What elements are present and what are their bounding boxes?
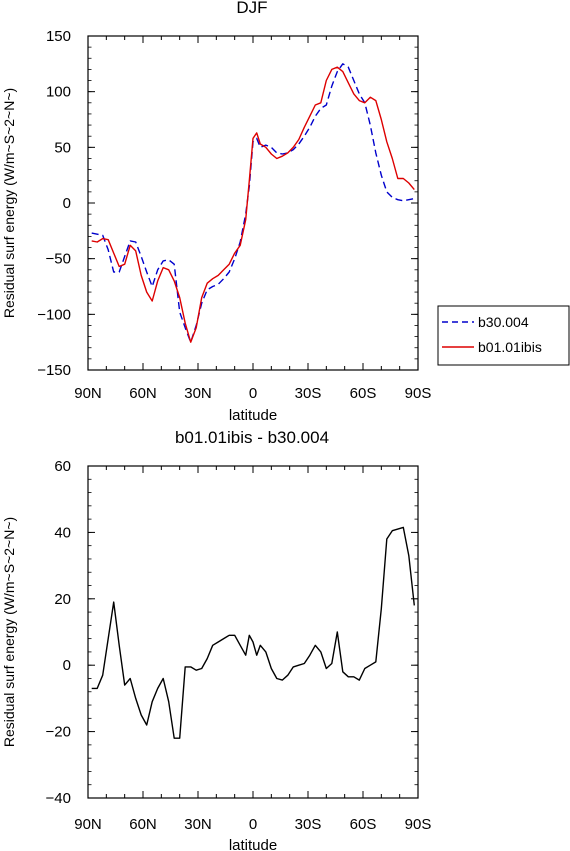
y-tick-label: 0 (63, 657, 71, 674)
y-axis-label: Residual surf energy (W/m~S~2~N~) (1, 88, 17, 318)
legend-box (437, 305, 570, 366)
x-tick-label: 30S (295, 816, 322, 833)
y-tick-label: 150 (46, 28, 71, 45)
legend: b30.004 b01.01ibis (437, 305, 570, 366)
chart1-plot: 90N 60N 30N 0 30S 60S 90S −150 −100 −50 0 50 100 150 l… (1, 28, 431, 424)
chart1-title: DJF (236, 0, 267, 17)
x-tick-label: 30N (184, 385, 212, 402)
plot-frame (87, 465, 419, 799)
y-tick-label: 20 (54, 591, 71, 608)
x-tick-label: 0 (249, 816, 257, 833)
x-tick-label: 90N (74, 816, 102, 833)
series-line-chart2-series-0 (91, 526, 415, 739)
x-tick-label: 0 (249, 385, 257, 402)
y-tick-label: 100 (46, 84, 71, 101)
plot-frame (87, 35, 419, 371)
x-tick-label: 30N (184, 816, 212, 833)
x-tick-label: 90S (405, 385, 432, 402)
chart2-title: b01.01ibis - b30.004 (175, 428, 329, 447)
y-tick-label: −150 (37, 362, 71, 379)
chart2-plot: 90N 60N 30N 0 30S 60S 90S −40 −20 0 20 40 60 latitude… (1, 458, 431, 851)
x-axis-label: latitude (229, 837, 277, 851)
x-tick-label: 60S (350, 385, 377, 402)
y-axis-label: Residual surf energy (W/m~S~2~N~) (1, 517, 17, 747)
x-tick-label: 60N (129, 385, 157, 402)
x-tick-label: 90N (74, 385, 102, 402)
x-tick-label: 30S (295, 385, 322, 402)
y-tick-label: 60 (54, 458, 71, 475)
legend-label-b30-004: b30.004 (478, 314, 529, 330)
y-tick-label: 40 (54, 524, 71, 541)
series-line-b01-01ibis (91, 66, 415, 343)
x-axis-label: latitude (229, 407, 277, 424)
y-tick-label: −20 (46, 724, 71, 741)
legend-label-b01-01ibis: b01.01ibis (478, 339, 542, 355)
y-tick-label: −50 (46, 251, 71, 268)
y-tick-label: −40 (46, 790, 71, 807)
y-tick-label: 50 (54, 139, 71, 156)
x-tick-label: 60S (350, 816, 377, 833)
series-line-b30-004 (91, 63, 415, 343)
y-tick-label: −100 (37, 306, 71, 323)
x-tick-label: 90S (405, 816, 432, 833)
x-tick-label: 60N (129, 816, 157, 833)
y-tick-label: 0 (63, 195, 71, 212)
